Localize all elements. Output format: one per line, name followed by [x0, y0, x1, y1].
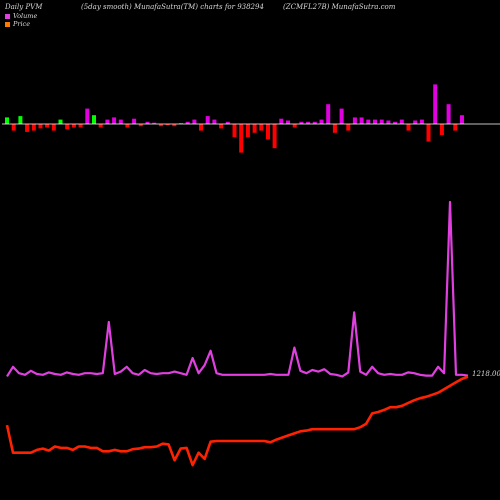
- pvm-bar: [426, 124, 431, 142]
- legend-volume-swatch: [5, 13, 10, 19]
- pvm-bar: [239, 124, 244, 153]
- pvm-bar: [71, 124, 76, 128]
- pvm-bar: [373, 119, 377, 124]
- pvm-bar: [219, 124, 224, 129]
- pvm-bar: [205, 116, 210, 124]
- pvm-bar: [272, 124, 277, 149]
- volume-line: [6, 200, 469, 378]
- pvm-bar: [31, 124, 36, 131]
- pvm-bar: [212, 119, 217, 124]
- pvm-bar: [286, 120, 290, 124]
- pvm-bar: [359, 117, 364, 124]
- pvm-bar: [98, 124, 103, 128]
- pvm-bar: [138, 124, 143, 127]
- pvm-bar: [225, 121, 230, 124]
- pvm-bar: [132, 118, 137, 124]
- pvm-bar: [399, 119, 404, 124]
- pvm-bar: [51, 124, 56, 131]
- pvm-bar: [125, 124, 130, 128]
- pvm-bar: [366, 119, 371, 124]
- legend-price-label: Price: [13, 20, 31, 28]
- pvm-bars: [5, 84, 464, 153]
- pvm-bar: [393, 121, 398, 124]
- pvm-bar: [185, 121, 190, 124]
- pvm-bar: [299, 121, 304, 124]
- pvm-bar: [379, 119, 384, 124]
- pvm-bar: [419, 119, 424, 124]
- pvm-bar: [339, 108, 344, 124]
- pvm-bar: [158, 124, 163, 127]
- pvm-bar: [65, 124, 70, 130]
- pvm-bar: [145, 121, 150, 124]
- pvm-bar: [352, 117, 357, 124]
- price-end-label: 1218.00: [472, 370, 500, 378]
- pvm-bar: [152, 122, 157, 124]
- pvm-bar: [232, 124, 237, 138]
- pvm-bar: [118, 119, 123, 124]
- pvm-bar: [199, 124, 203, 131]
- pvm-bar: [25, 124, 30, 132]
- legend-volume-label: Volume: [13, 12, 38, 20]
- pvm-bar: [45, 124, 50, 128]
- chart-title-left: Daily PVM: [5, 3, 43, 11]
- pvm-bar: [112, 117, 117, 124]
- pvm-bar: [165, 124, 170, 126]
- pvm-bar: [292, 124, 297, 128]
- pvm-bar: [460, 115, 464, 124]
- pvm-bar: [192, 119, 197, 124]
- pvm-bar: [58, 119, 63, 124]
- pvm-bar: [332, 124, 337, 133]
- pvm-bar: [85, 108, 90, 124]
- pvm-bar: [453, 124, 458, 131]
- chart-title-right: (ZCMFL27B) MunafaSutra.com: [283, 3, 396, 11]
- legend-volume: Volume: [5, 12, 37, 20]
- pvm-bar: [259, 124, 264, 131]
- legend-price-swatch: [5, 21, 10, 27]
- pvm-bar: [406, 124, 411, 131]
- pvm-bar: [319, 119, 324, 124]
- pvm-bar: [266, 124, 270, 140]
- pvm-bar: [279, 118, 284, 124]
- pvm-bar: [92, 115, 96, 124]
- pvm-bar: [172, 124, 177, 127]
- pvm-bar: [326, 104, 331, 124]
- chart-title-middle: (5day smooth) MunafaSutra(TM) charts for…: [81, 3, 264, 11]
- pvm-bar: [179, 123, 183, 124]
- pvm-bar: [346, 124, 351, 131]
- legend-price: Price: [5, 20, 30, 28]
- pvm-bar: [18, 116, 23, 124]
- pvm-bar: [38, 124, 43, 129]
- pvm-bar: [11, 124, 16, 131]
- pvm-bar: [433, 84, 438, 124]
- pvm-bar: [5, 117, 9, 124]
- pvm-bar: [78, 124, 83, 128]
- pvm-bar: [306, 121, 311, 124]
- pvm-bar: [312, 121, 317, 124]
- pvm-bar: [252, 124, 257, 133]
- price-line: [5, 375, 469, 467]
- pvm-bar: [439, 124, 444, 135]
- pvm-bar: [413, 120, 418, 124]
- pvm-bar: [446, 104, 451, 124]
- pvm-bar: [105, 119, 110, 124]
- pvm-bar: [386, 120, 391, 124]
- pvm-bar: [245, 124, 250, 138]
